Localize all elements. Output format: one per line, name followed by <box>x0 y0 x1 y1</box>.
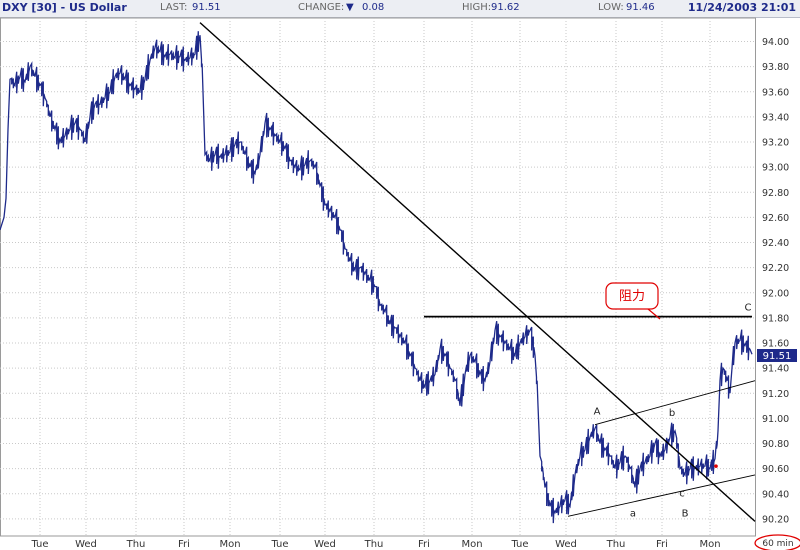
wave-label: a <box>630 508 636 519</box>
trend-line <box>567 474 756 517</box>
y-tick-label: 94.00 <box>762 37 789 48</box>
y-tick-label: 90.20 <box>762 514 789 525</box>
trend-lines <box>199 22 756 522</box>
y-tick-label: 93.80 <box>762 62 789 73</box>
interval-circle <box>754 534 800 550</box>
x-tick-label: Fri <box>656 539 668 550</box>
y-tick-label: 93.60 <box>762 87 789 98</box>
high-value: 91.62 <box>491 2 520 13</box>
x-tick-label: Tue <box>510 539 528 550</box>
callout-pointer <box>647 308 661 320</box>
x-tick-label: Mon <box>219 539 240 550</box>
grid-lines <box>0 17 756 537</box>
x-axis: Tue Wed Thu Fri Mon Tue Wed Thu Fri Mon Tue Wed Thu F… <box>30 539 720 550</box>
red-marker <box>714 464 718 468</box>
change-down-icon: ▼ <box>346 2 354 13</box>
x-tick-label: Mon <box>461 539 482 550</box>
y-tick-label: 92.60 <box>762 213 789 224</box>
wave-label: A <box>594 407 601 418</box>
price-series <box>0 31 753 524</box>
y-tick-label: 92.40 <box>762 238 789 249</box>
wave-label: C <box>745 302 752 313</box>
last-label: LAST: <box>160 2 188 13</box>
x-tick-label: Mon <box>699 539 720 550</box>
last-value: 91.51 <box>192 2 221 13</box>
y-tick-label: 93.40 <box>762 112 789 123</box>
y-tick-label: 90.60 <box>762 464 789 475</box>
y-tick-label: 90.40 <box>762 489 789 500</box>
last-price-box <box>757 349 797 362</box>
last-price-text: 91.51 <box>763 351 792 362</box>
interval-label: 60 min <box>762 539 793 549</box>
y-tick-label: 91.00 <box>762 414 789 425</box>
callout-box <box>605 282 659 310</box>
x-tick-label: Wed <box>75 539 97 550</box>
y-tick-label: 91.80 <box>762 313 789 324</box>
y-tick-label: 93.00 <box>762 163 789 174</box>
low-label: LOW: <box>598 2 624 13</box>
wave-label: c <box>679 488 685 499</box>
x-tick-label: Tue <box>30 539 48 550</box>
resistance-callout: 阻力 <box>605 282 661 320</box>
x-tick-label: Wed <box>314 539 336 550</box>
low-value: 91.46 <box>626 2 655 13</box>
y-tick-label: 92.00 <box>762 288 789 299</box>
x-tick-label: Fri <box>418 539 430 550</box>
wave-labels: Aa b cB C <box>594 302 752 519</box>
last-price-tag: 91.51 <box>757 349 797 362</box>
x-tick-label: Thu <box>364 539 384 550</box>
x-tick-label: Fri <box>178 539 190 550</box>
change-value: 0.08 <box>362 2 385 13</box>
callout-text: 阻力 <box>619 289 645 304</box>
high-label: HIGH: <box>462 2 492 13</box>
x-tick-label: Wed <box>555 539 577 550</box>
x-tick-label: Thu <box>606 539 626 550</box>
y-tick-label: 92.20 <box>762 263 789 274</box>
y-tick-label: 93.20 <box>762 138 789 149</box>
quote-header: DXY [30] - US Dollar LAST: 91.51 CHANGE:… <box>0 0 800 18</box>
interval-badge[interactable]: 60 min <box>754 534 800 550</box>
plot-border <box>0 17 756 537</box>
y-tick-label: 92.80 <box>762 188 789 199</box>
trend-line <box>594 380 756 426</box>
timestamp: 11/24/2003 21:01 <box>687 1 796 14</box>
y-tick-label: 91.20 <box>762 389 789 400</box>
y-tick-label: 91.40 <box>762 364 789 375</box>
x-tick-label: Tue <box>270 539 288 550</box>
wave-label: b <box>669 408 675 419</box>
y-axis: 90.20 90.40 90.60 90.80 91.00 91.20 91.40 91.60… <box>762 37 789 525</box>
change-label: CHANGE: <box>298 2 345 13</box>
wave-label: B <box>682 508 689 519</box>
y-tick-label: 91.60 <box>762 339 789 350</box>
y-tick-label: 90.80 <box>762 439 789 450</box>
symbol-title: DXY [30] - US Dollar <box>2 1 127 14</box>
trend-line <box>199 22 756 522</box>
x-tick-label: Thu <box>126 539 146 550</box>
